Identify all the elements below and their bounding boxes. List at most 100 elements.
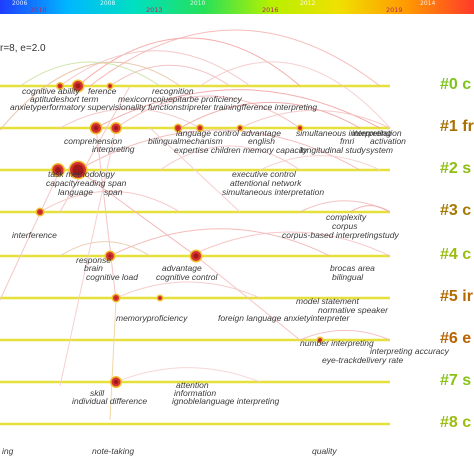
keyword-node [110,376,122,388]
keyword-nodes [35,79,324,388]
keyword-node [35,207,45,217]
timeline-bar [0,0,474,14]
cross-link [95,127,117,301]
keyword-node [173,123,183,133]
keyword-label: number interpreting [300,338,374,348]
year-label-top: 2014 [420,0,436,7]
cluster-label: #2 s [440,160,472,177]
keyword-label: activation [370,136,406,146]
keyword-label: model statement [296,296,359,306]
citation-arc [115,367,261,383]
citation-arc [89,29,381,87]
keyword-label: capacityreading span [46,178,127,188]
citation-arc [109,228,331,257]
keyword-label: language [58,187,93,197]
citation-arc [0,61,181,131]
keyword-label: skill [90,388,105,398]
keyword-label: cognitive load [86,272,138,282]
network-parameters: r=8, e=2.0 [0,43,46,54]
keyword-label: longitudinal study [300,145,366,155]
keyword-label: system [366,145,393,155]
keyword-label: cognitive control [156,272,218,282]
keyword-label: normative speaker [318,305,388,315]
keyword-node [110,122,122,134]
citation-arc [95,89,381,129]
keyword-label: interpreting accuracy [370,346,449,356]
keyword-node [104,250,116,262]
citation-arc [299,329,391,341]
keyword-label: bilingualmechanism [148,136,223,146]
bottom-keyword: quality [312,446,337,456]
keyword-label: individual difference [72,396,148,406]
keyword-label: language control advantage [176,128,281,138]
keyword-node [71,79,85,93]
citation-arc [199,61,391,129]
cluster-label: #6 e [440,330,472,347]
keyword-label: attentional network [230,178,302,188]
cluster-label: #3 c [440,202,472,219]
citation-arc [77,129,361,171]
keyword-label: corpus-based interpretingstudy [282,230,399,240]
keyword-label: recognition [152,86,194,96]
cross-link [149,127,241,213]
citation-arc [349,205,391,213]
keyword-label: brocas area [330,263,375,273]
keyword-node [51,163,65,177]
keyword-label: fmri [340,136,355,146]
keyword-node [68,160,88,180]
keyword-node [196,124,204,132]
year-label-bottom: 2016 [262,6,279,14]
keyword-label: simultaneous interpretation [222,187,325,197]
cross-link [195,255,301,341]
bottom-keyword: note-taking [92,446,135,456]
citation-arc [259,155,381,171]
cluster-label: #8 c [440,414,472,431]
cluster-label: #1 fr [440,118,474,135]
keyword-label: interference [12,230,57,240]
citation-arc [77,37,301,87]
cross-link [77,169,197,257]
citation-arc [239,110,391,129]
keyword-label: response [76,255,111,265]
keyword-label: corpus [332,221,358,231]
keyword-label: comprehension [64,136,123,146]
keyword-label: executive control [232,169,296,179]
keyword-label: span [104,187,123,197]
keyword-label: attention [176,380,209,390]
keyword-label: interpreting [92,144,135,154]
keyword-label: task methodology [48,169,115,179]
keyword-node [111,293,121,303]
keyword-label: cognitive ability [22,86,80,96]
keyword-label: ference [88,86,117,96]
keyword-node [106,82,114,90]
citation-arc [59,108,201,129]
citation-arc [179,102,361,129]
citation-arc [19,61,161,87]
keyword-label: complexity [326,212,367,222]
keyword-label: memoryproficiency [116,313,188,323]
cluster-lanes [0,84,390,426]
cross-link [59,85,131,213]
keyword-label: mexicorncojuepitarbe proficiency [118,94,242,104]
cross-link [109,299,117,421]
year-label-top: 2006 [12,0,28,7]
cluster-label: #7 s [440,372,472,389]
cluster-label: #0 c [440,76,472,93]
keyword-node [189,249,203,263]
keyword-label: aptitudeshort term [30,94,99,104]
keyword-label: bilingual [332,272,364,282]
keyword-label: expertise children memory capacity [174,145,308,155]
keyword-node [56,82,64,90]
keyword-label: brain [84,263,103,273]
keyword-node [89,121,103,135]
year-label-top: 2010 [190,0,206,7]
year-label-bottom: 2013 [146,6,163,14]
cluster-label: #4 c [440,246,472,263]
keyword-node [296,124,304,132]
citation-arc [59,241,151,257]
keyword-node [156,294,164,302]
citation-arcs [0,29,391,421]
cross-link [0,169,61,301]
keyword-label: advantage [162,263,202,273]
